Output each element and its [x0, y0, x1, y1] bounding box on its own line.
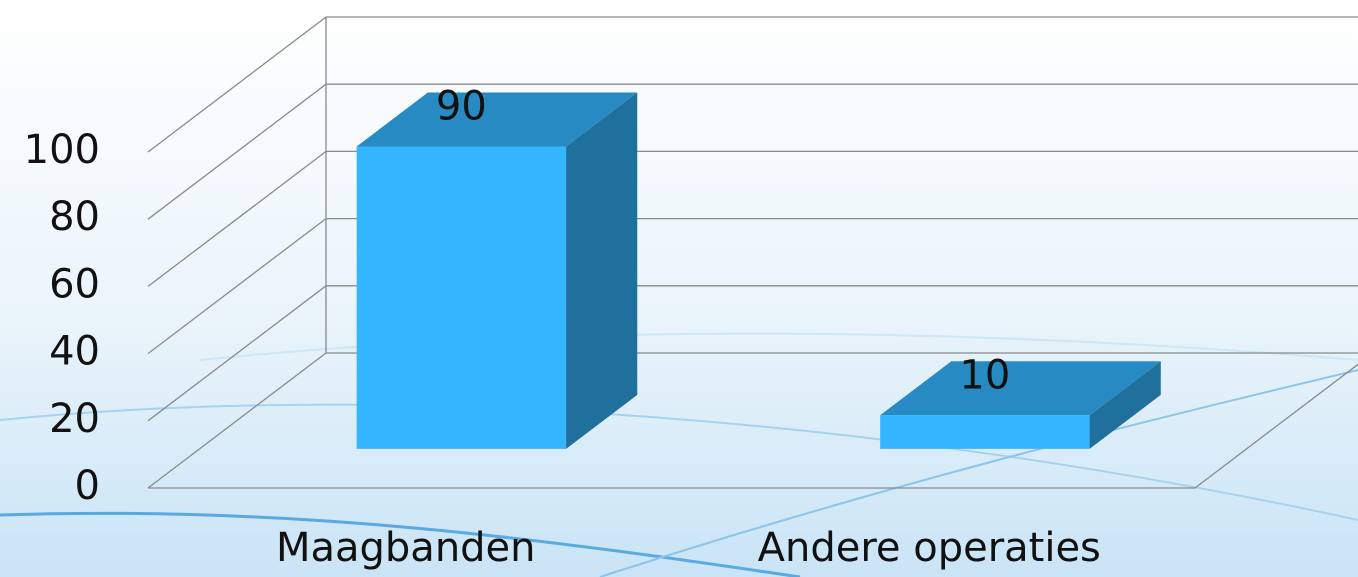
- bar-side: [1089, 361, 1161, 449]
- bar: [356, 146, 567, 449]
- y-tick-label: 60: [49, 261, 100, 307]
- y-tick-label: 20: [49, 396, 100, 442]
- grid-line: [147, 352, 327, 489]
- grid-line: [147, 150, 327, 287]
- bar-side: [566, 92, 638, 449]
- grid-line: [147, 285, 327, 422]
- bar-top: [356, 92, 638, 147]
- plot: 0 20 40 60 80 100 Maagbanden 90 Andere operaties…: [24, 16, 1358, 571]
- bar: [880, 415, 1090, 449]
- swoosh: [599, 369, 1358, 577]
- grid-line: [147, 16, 327, 153]
- y-tick-label: 0: [75, 463, 100, 509]
- y-tick-label: 40: [49, 329, 100, 375]
- grid-line: [147, 218, 327, 355]
- bar-top: [880, 361, 1161, 416]
- x-tick-label: Andere operaties: [758, 525, 1101, 571]
- y-tick-label: 80: [49, 194, 100, 240]
- y-tick-label: 100: [24, 127, 100, 173]
- swoosh: [0, 511, 801, 577]
- data-label: 10: [959, 352, 1010, 398]
- data-label: 90: [436, 83, 487, 129]
- grid-line: [147, 83, 327, 220]
- x-tick-label: Maagbanden: [276, 525, 536, 571]
- floor-edge: [1194, 363, 1358, 489]
- swoosh: [0, 403, 1358, 521]
